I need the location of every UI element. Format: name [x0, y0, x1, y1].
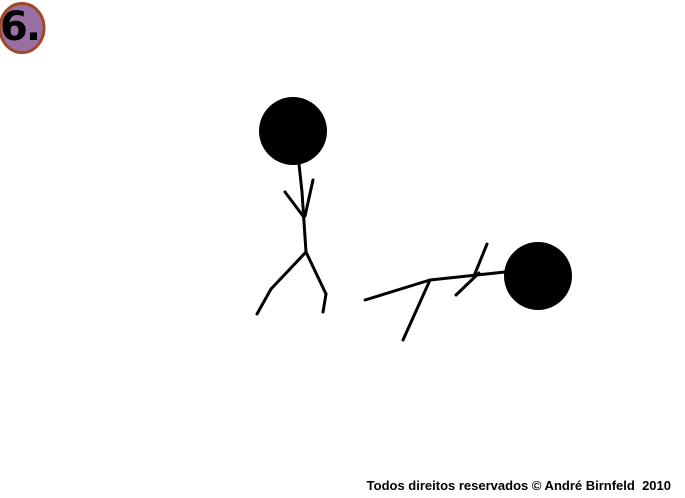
standing-figure-torso — [300, 190, 308, 254]
fallen-figure-head — [504, 242, 572, 310]
standing-figure-right-thigh — [304, 250, 328, 296]
fallen-figure — [363, 242, 572, 342]
fallen-figure-lower-leg — [401, 278, 432, 342]
standing-figure-head — [259, 97, 327, 165]
standing-figure-left-shin — [255, 287, 273, 316]
badge-circle — [0, 2, 46, 54]
fallen-figure-torso — [428, 270, 507, 282]
standing-figure-right-shin — [321, 292, 328, 314]
standing-figure-right-arm — [303, 178, 315, 218]
fallen-figure-upper-leg — [363, 278, 432, 302]
standing-figure-left-thigh — [269, 250, 308, 291]
copyright-notice: Todos direitos reservados © André Birnfe… — [366, 478, 671, 493]
standing-figure-neck — [297, 162, 304, 194]
step-number: 6. — [0, 4, 41, 50]
step-number-badge: 6. — [0, 1, 47, 55]
fallen-figure-arm-down — [454, 271, 481, 297]
fallen-figure-arm-up — [472, 242, 489, 278]
standing-figure — [255, 97, 328, 316]
standing-figure-left-arm — [283, 190, 305, 218]
